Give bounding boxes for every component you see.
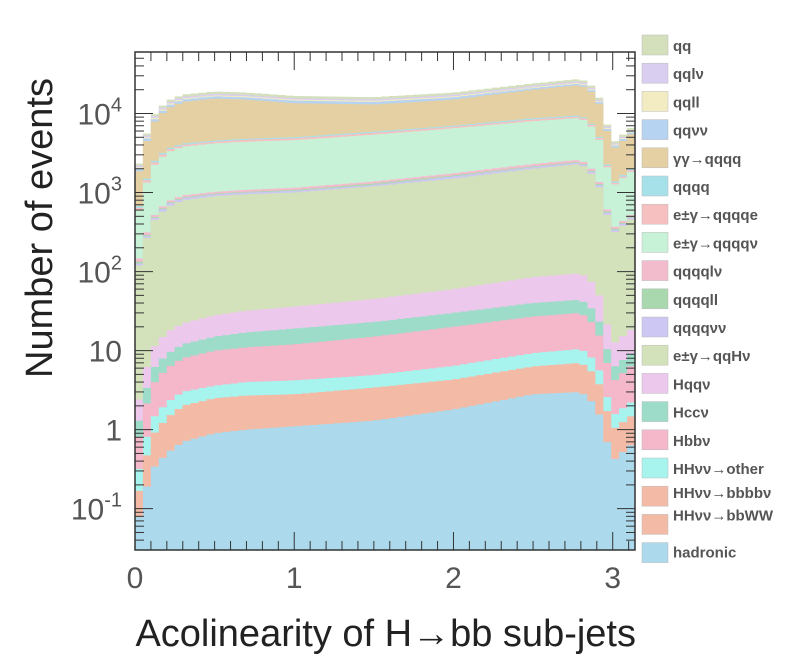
- legend-label: qqll: [673, 94, 700, 111]
- legend-label: e±γ→qqqqe: [673, 207, 758, 224]
- stack-layer-hadronic: [135, 392, 635, 550]
- legend-swatch-hbb-: [641, 429, 669, 451]
- y-tick-label: 10-1: [71, 490, 122, 527]
- y-tick-label: 1: [105, 415, 122, 448]
- legend-swatch-qq-: [641, 119, 669, 140]
- legend-swatch--qqqq: [641, 147, 669, 169]
- legend-label: γγ→qqqq: [673, 151, 741, 168]
- legend-swatch-e-qqh-: [641, 344, 669, 366]
- legend-swatch-qq: [641, 34, 669, 56]
- legend-swatch-qql-: [641, 62, 669, 84]
- legend-swatch-qqqql-: [641, 260, 669, 281]
- legend-label: qqqq: [673, 179, 710, 196]
- legend-swatch-e-qqqqe: [641, 203, 669, 225]
- legend-label: HHνν→bbbbν: [673, 485, 771, 502]
- legend-swatch-qqqq: [641, 175, 669, 197]
- legend-label: HHνν→bbWW: [673, 507, 774, 524]
- legend-label: e±γ→qqHν: [673, 348, 750, 365]
- legend-label: qqqqνν: [673, 320, 726, 337]
- legend-label: Hbbν: [673, 433, 711, 450]
- x-tick-label: 2: [445, 562, 462, 595]
- legend-label: Hccν: [673, 405, 709, 422]
- legend-swatch-qqqq-: [641, 316, 669, 338]
- legend-swatch-hh-bbww: [641, 514, 669, 535]
- legend-label: e±γ→qqqqν: [673, 235, 758, 252]
- stack-layer: [135, 79, 635, 551]
- y-tick-label: 102: [78, 253, 123, 290]
- legend-swatch-hcc-: [641, 401, 669, 422]
- legend-label: hadronic: [673, 545, 736, 562]
- legend-label: qqνν: [673, 123, 708, 140]
- legend-swatch-hh-bbbb-: [641, 485, 669, 507]
- legend-swatch-qqqqll: [641, 288, 669, 310]
- legend-swatch-e-qqqq-: [641, 232, 669, 253]
- x-tick-label: 1: [286, 562, 303, 595]
- y-axis-label: Number of events: [19, 78, 61, 378]
- legend-label: qqqqll: [673, 292, 718, 309]
- legend-label: qqlν: [673, 66, 704, 83]
- legend-swatch-hadronic: [641, 542, 669, 563]
- legend-label: Hqqν: [673, 376, 711, 393]
- y-tick-label: 10: [89, 336, 122, 369]
- tick-label-layer: 0 1 2 3 10-1 1 10 102 103 104: [71, 95, 621, 595]
- legend-swatch-hqq-: [641, 373, 669, 394]
- x-tick-label: 3: [604, 562, 621, 595]
- legend-swatch-qqll: [641, 91, 669, 112]
- tick-layer: [134, 51, 635, 551]
- legend: qqqqlνqqllqqννγγ→qqqqqqqqe±γ→qqqqee±γ→qq…: [641, 34, 774, 563]
- y-tick-label: 103: [78, 174, 123, 211]
- legend-label: HHνν→other: [673, 461, 764, 478]
- x-tick-label: 0: [127, 562, 144, 595]
- legend-label: qq: [673, 38, 691, 55]
- plot-frame: [134, 51, 636, 551]
- legend-label: qqqqlν: [673, 264, 722, 281]
- x-axis-label: Acolinearity of H→bb sub-jets: [135, 613, 636, 655]
- y-tick-label: 104: [78, 95, 123, 132]
- legend-swatch-hh-other: [641, 457, 669, 479]
